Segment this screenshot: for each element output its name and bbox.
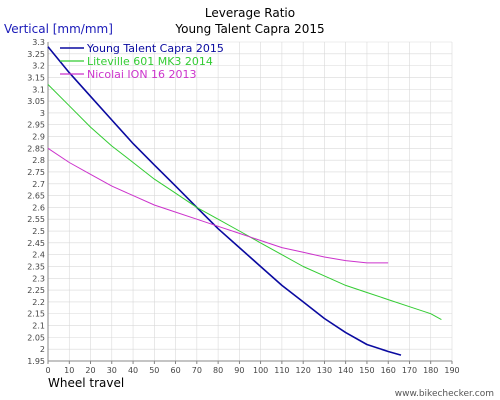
x-tick-label: 120 <box>296 366 311 375</box>
y-tick-label: 2.25 <box>27 286 45 295</box>
y-tick-label: 1.95 <box>27 357 45 366</box>
y-tick-label: 3.3 <box>32 38 45 47</box>
x-tick-label: 80 <box>213 366 223 375</box>
x-tick-label: 170 <box>402 366 417 375</box>
y-tick-label: 3.1 <box>32 85 45 94</box>
y-tick-label: 3.15 <box>27 73 45 82</box>
legend-entry: Young Talent Capra 2015 <box>86 42 224 55</box>
y-tick-label: 2.7 <box>32 180 45 189</box>
x-tick-label: 50 <box>149 366 159 375</box>
x-tick-label: 30 <box>107 366 117 375</box>
x-tick-label: 0 <box>45 366 50 375</box>
y-tick-label: 2.85 <box>27 144 45 153</box>
y-tick-label: 2.65 <box>27 192 45 201</box>
x-tick-label: 60 <box>170 366 180 375</box>
x-tick-label: 10 <box>64 366 74 375</box>
y-tick-label: 2.3 <box>32 274 45 283</box>
x-ticks: 0 10 20 30 40 50 60 70 80 90 100 110 120 130 140 150 160… <box>45 366 459 375</box>
watermark: www.bikechecker.com <box>395 389 494 399</box>
series-line-2 <box>47 84 442 321</box>
y-tick-label: 2.5 <box>32 227 45 236</box>
y-tick-label: 2.8 <box>32 156 45 165</box>
y-tick-label: 2 <box>40 345 45 354</box>
x-tick-label: 40 <box>128 366 138 375</box>
chart-title: Leverage Ratio <box>205 6 295 20</box>
x-tick-label: 110 <box>274 366 289 375</box>
x-tick-label: 70 <box>192 366 202 375</box>
y-tick-label: 2.4 <box>32 251 45 260</box>
series <box>47 46 442 356</box>
y-tick-label: 2.15 <box>27 310 45 319</box>
y-ticks: 1.95 2 2.05 2.1 2.15 2.2 2.25 2.3 2.35 2.4 2.45 2.5… <box>27 38 45 366</box>
series-line-1 <box>47 46 402 356</box>
y-tick-label: 2.9 <box>32 133 45 142</box>
y-tick-label: 2.75 <box>27 168 45 177</box>
x-tick-label: 140 <box>338 366 353 375</box>
y-tick-label: 2.95 <box>27 121 45 130</box>
y-tick-label: 3.25 <box>27 50 45 59</box>
y-tick-label: 2.05 <box>27 333 45 342</box>
x-tick-label: 180 <box>423 366 438 375</box>
y-tick-label: 2.45 <box>27 239 45 248</box>
y-tick-label: 2.1 <box>32 322 45 331</box>
chart-subtitle: Young Talent Capra 2015 <box>174 22 324 36</box>
y-tick-label: 3 <box>40 109 45 118</box>
x-tick-label: 20 <box>85 366 95 375</box>
y-tick-label: 2.6 <box>32 203 45 212</box>
x-tick-label: 100 <box>253 366 268 375</box>
y-tick-label: 3.2 <box>32 62 45 71</box>
grid <box>47 41 453 362</box>
x-tick-label: 190 <box>444 366 459 375</box>
series-line-3 <box>47 147 389 264</box>
y-tick-label: 2.2 <box>32 298 45 307</box>
y-tick-label: 3.05 <box>27 97 45 106</box>
legend-entry: Liteville 601 MK3 2014 <box>87 55 213 68</box>
x-tick-label: 90 <box>234 366 244 375</box>
x-tick-label: 160 <box>381 366 396 375</box>
x-axis-label: Wheel travel <box>48 376 124 390</box>
axes <box>47 42 453 364</box>
legend-entry: Nicolai ION 16 2013 <box>87 68 197 81</box>
y-tick-label: 2.35 <box>27 262 45 271</box>
y-axis-label: Vertical [mm/mm] <box>4 22 113 36</box>
x-tick-label: 130 <box>317 366 332 375</box>
y-tick-label: 2.55 <box>27 215 45 224</box>
x-tick-label: 150 <box>359 366 374 375</box>
